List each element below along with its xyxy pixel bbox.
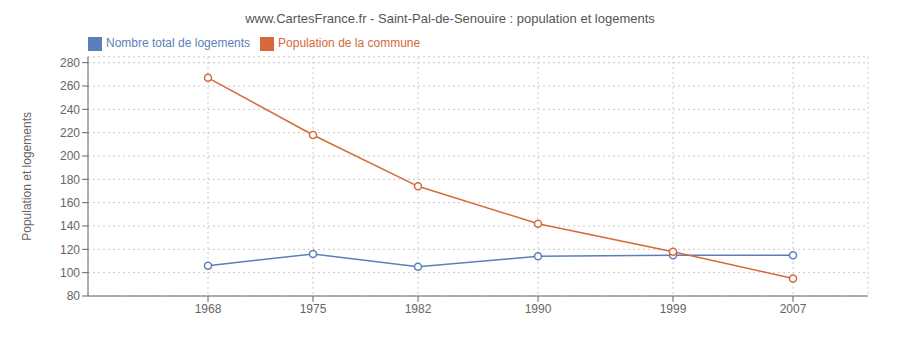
svg-text:1990: 1990 — [525, 302, 552, 316]
svg-text:140: 140 — [60, 219, 80, 233]
svg-text:200: 200 — [60, 149, 80, 163]
svg-text:260: 260 — [60, 79, 80, 93]
svg-text:80: 80 — [67, 289, 81, 303]
svg-text:1968: 1968 — [195, 302, 222, 316]
svg-text:1982: 1982 — [405, 302, 432, 316]
svg-text:120: 120 — [60, 243, 80, 257]
svg-text:280: 280 — [60, 56, 80, 70]
svg-text:Population et logements: Population et logements — [20, 112, 34, 241]
svg-text:240: 240 — [60, 103, 80, 117]
html-text:Population de la commune: Population de la commune — [278, 36, 421, 50]
svg-text:180: 180 — [60, 173, 80, 187]
html-text:Nombre total de logements: Nombre total de logements — [106, 36, 251, 50]
svg-text:1999: 1999 — [660, 302, 687, 316]
svg-text:220: 220 — [60, 126, 80, 140]
svg-text:1975: 1975 — [300, 302, 327, 316]
html-text:www.CartesFrance.fr - Saint-Pa: www.CartesFrance.fr - Saint-Pal-de-Senou… — [245, 11, 655, 26]
svg-text:2007: 2007 — [780, 302, 807, 316]
svg-text:160: 160 — [60, 196, 80, 210]
svg-text:100: 100 — [60, 266, 80, 280]
